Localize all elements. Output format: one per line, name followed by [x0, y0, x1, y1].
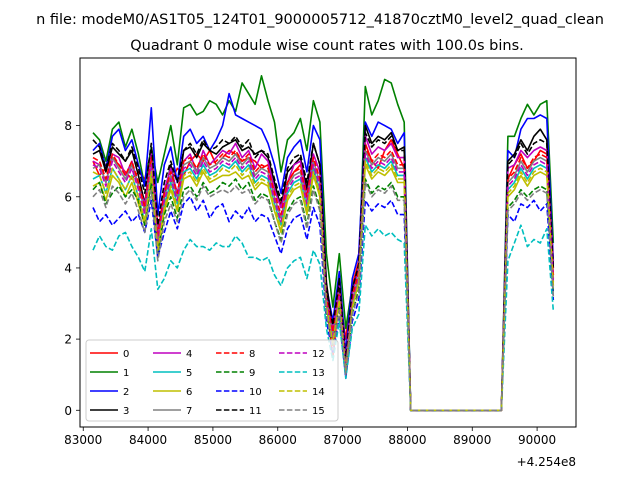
legend-label-10: 10	[249, 387, 262, 398]
legend-label-4: 4	[186, 349, 192, 360]
x-tick-label: 85000	[194, 433, 232, 447]
series-line-9	[92, 178, 555, 412]
legend-label-14: 14	[312, 387, 325, 398]
legend-label-12: 12	[312, 349, 325, 360]
suptitle: n file: modeM0/AS1T05_124T01_9000005712_…	[36, 12, 604, 28]
legend-label-3: 3	[123, 406, 129, 417]
chart-title: Quadrant 0 module wise count rates with …	[130, 38, 524, 54]
y-axis: 0 2 4 6 8	[64, 119, 80, 418]
legend-label-6: 6	[186, 387, 192, 398]
x-tick-label: 87000	[323, 433, 361, 447]
y-tick-label: 8	[64, 119, 72, 133]
y-tick-label: 2	[64, 333, 72, 347]
y-tick-label: 0	[64, 404, 72, 418]
legend-label-13: 13	[312, 368, 325, 379]
x-tick-label: 90000	[518, 433, 556, 447]
legend-label-2: 2	[123, 387, 129, 398]
legend-label-0: 0	[123, 349, 129, 360]
x-offset-label: +4.254e8	[517, 455, 576, 469]
x-axis: 83000 84000 85000 86000 87000 88000 89000 90000	[64, 427, 556, 447]
x-tick-label: 83000	[64, 433, 102, 447]
y-tick-label: 4	[64, 261, 72, 275]
y-tick-label: 6	[64, 190, 72, 204]
legend-label-1: 1	[123, 368, 129, 379]
legend-label-5: 5	[186, 368, 192, 379]
legend-label-7: 7	[186, 406, 192, 417]
legend-label-9: 9	[249, 368, 255, 379]
legend-label-8: 8	[249, 349, 255, 360]
x-tick-label: 84000	[129, 433, 167, 447]
axes-frame	[79, 57, 577, 428]
series-layer	[92, 75, 555, 412]
legend-label-11: 11	[249, 406, 262, 417]
series-line-15	[92, 181, 555, 412]
legend-frame	[85, 339, 339, 422]
x-tick-label: 86000	[259, 433, 297, 447]
legend-label-15: 15	[312, 406, 325, 417]
x-tick-label: 89000	[453, 433, 491, 447]
x-tick-label: 88000	[388, 433, 426, 447]
